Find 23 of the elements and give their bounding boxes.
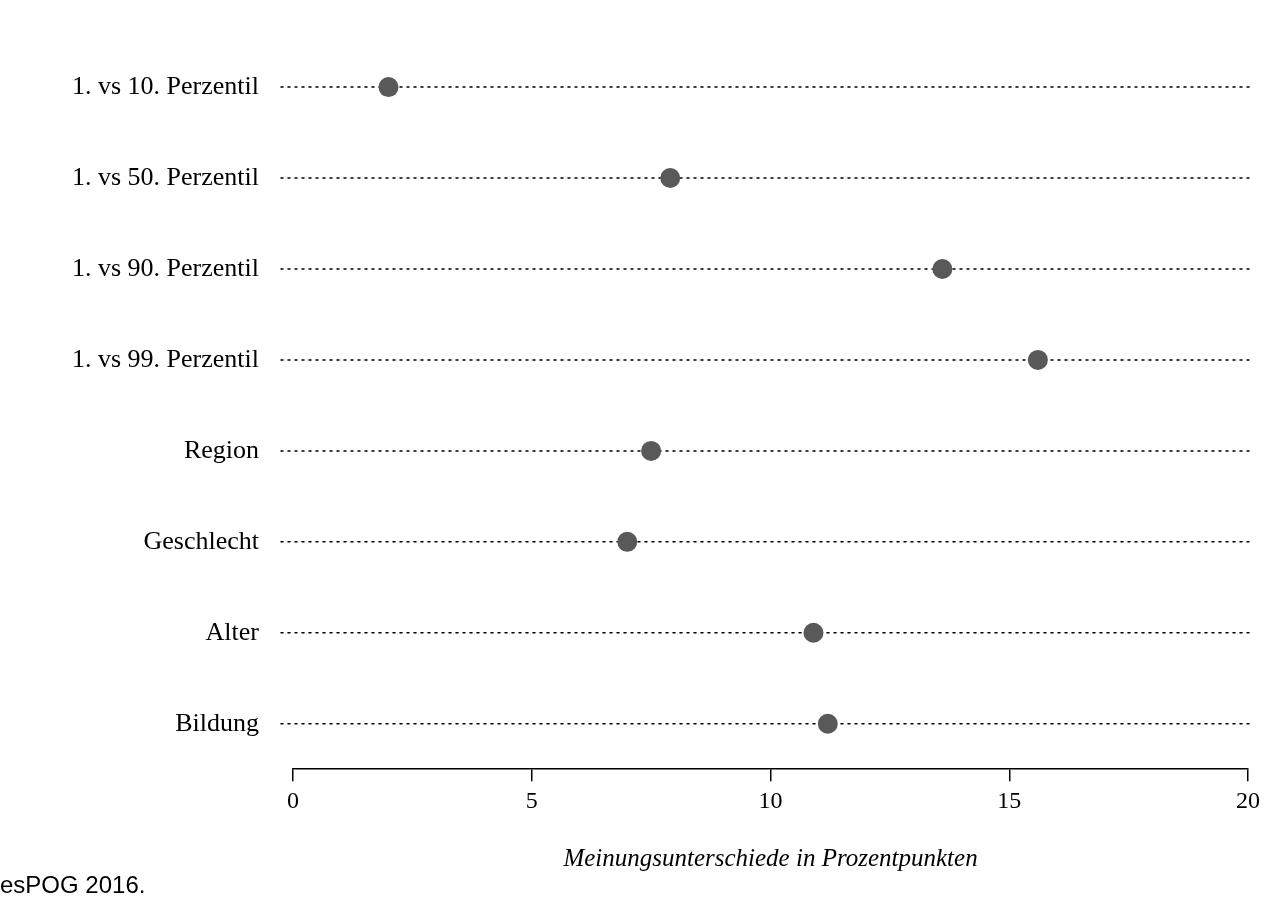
- x-tick-label: 20: [1236, 786, 1260, 813]
- point: [932, 258, 953, 279]
- x-tick-label: 0: [287, 786, 299, 813]
- x-tick-label: 15: [997, 786, 1022, 813]
- x-tick-label: 5: [525, 786, 538, 813]
- point: [817, 713, 838, 734]
- point: [641, 440, 662, 461]
- y-tick-label: 1. vs 50. Perzentil: [71, 161, 259, 191]
- y-tick-label: 1. vs 99. Perzentil: [71, 343, 259, 373]
- y-tick-label: Geschlecht: [143, 525, 260, 555]
- y-tick-label: 1. vs 90. Perzentil: [71, 252, 259, 282]
- x-tick-label: 10: [758, 786, 783, 813]
- y-tick-label: Bildung: [175, 707, 259, 737]
- x-axis-title: Meinungsunterschiede in Prozentpunkten: [562, 843, 978, 871]
- y-tick-label: Alter: [205, 616, 260, 646]
- point: [803, 622, 824, 643]
- point: [1027, 349, 1048, 370]
- point: [378, 77, 399, 98]
- text: esPOG 2016.: [0, 871, 146, 898]
- point: [660, 168, 681, 189]
- point: [617, 531, 638, 552]
- y-tick-label: 1. vs 10. Perzentil: [71, 70, 259, 100]
- y-tick-label: Region: [183, 434, 259, 464]
